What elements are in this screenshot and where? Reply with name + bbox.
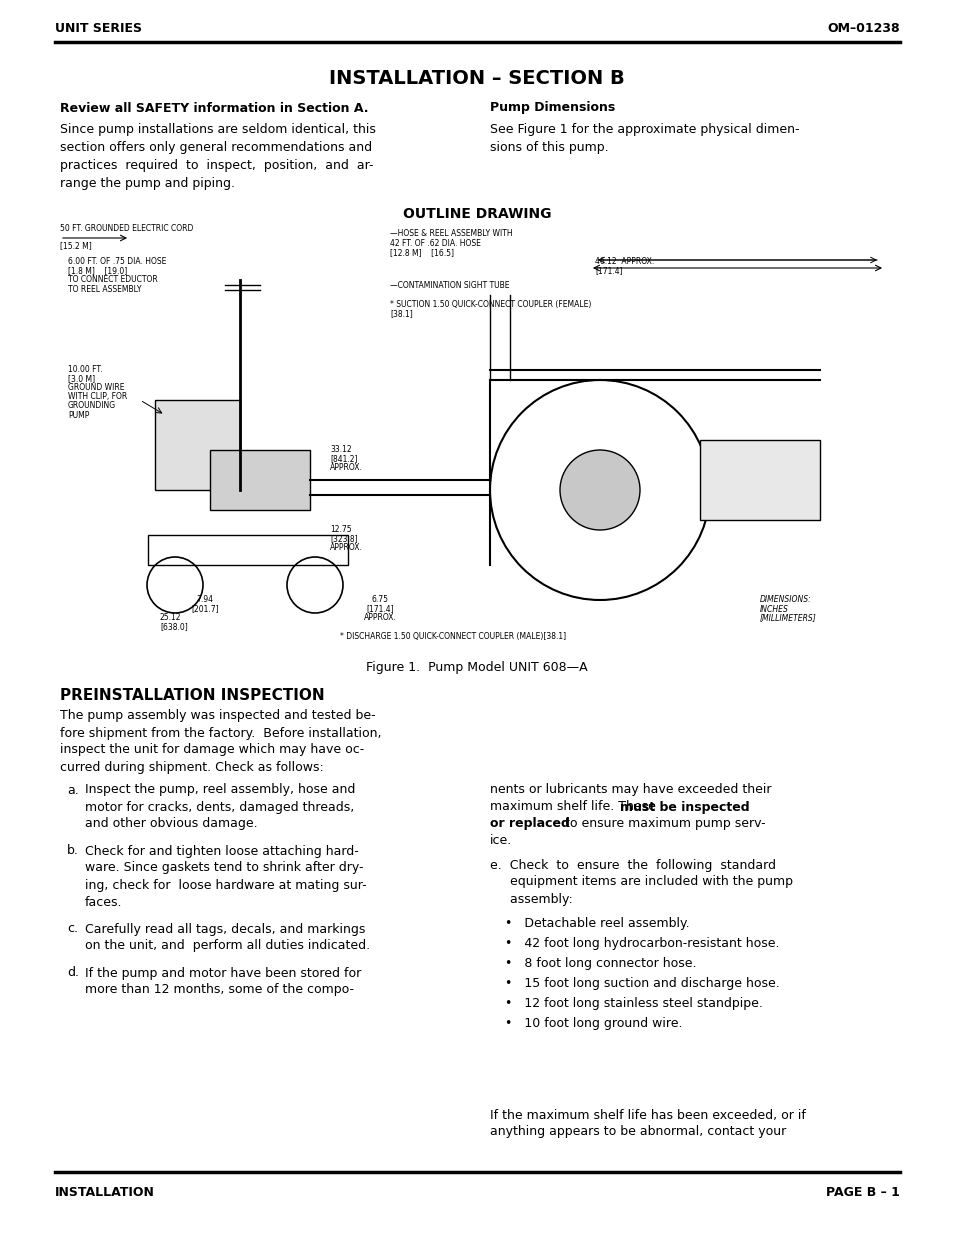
Text: [171.4]: [171.4] — [366, 604, 394, 614]
Text: •   8 foot long connector hose.: • 8 foot long connector hose. — [504, 957, 696, 971]
Text: curred during shipment. Check as follows:: curred during shipment. Check as follows… — [60, 761, 323, 773]
Text: anything appears to be abnormal, contact your: anything appears to be abnormal, contact… — [490, 1125, 785, 1139]
Text: Pump Dimensions: Pump Dimensions — [490, 101, 615, 115]
Text: [3.0 M]: [3.0 M] — [68, 374, 95, 384]
Text: on the unit, and  perform all duties indicated.: on the unit, and perform all duties indi… — [85, 940, 370, 952]
Text: [841.2]: [841.2] — [330, 454, 357, 463]
Text: a.: a. — [67, 783, 79, 797]
Text: APPROX.: APPROX. — [330, 543, 362, 552]
Text: 33.12: 33.12 — [330, 446, 352, 454]
Text: maximum shelf life. These: maximum shelf life. These — [490, 800, 659, 814]
Bar — [55, 228, 899, 659]
Text: TO REEL ASSEMBLY: TO REEL ASSEMBLY — [68, 284, 141, 294]
Text: —HOSE & REEL ASSEMBLY WITH: —HOSE & REEL ASSEMBLY WITH — [390, 228, 512, 237]
Text: d.: d. — [67, 967, 79, 979]
Text: range the pump and piping.: range the pump and piping. — [60, 178, 234, 190]
Text: to ensure maximum pump serv-: to ensure maximum pump serv- — [561, 818, 765, 830]
Text: •   12 foot long stainless steel standpipe.: • 12 foot long stainless steel standpipe… — [504, 998, 762, 1010]
Text: Since pump installations are seldom identical, this: Since pump installations are seldom iden… — [60, 124, 375, 137]
Text: 46.12  APPROX.: 46.12 APPROX. — [595, 257, 654, 266]
Text: assembly:: assembly: — [490, 893, 572, 905]
Text: INSTALLATION – SECTION B: INSTALLATION – SECTION B — [329, 68, 624, 88]
Text: GROUND WIRE: GROUND WIRE — [68, 384, 125, 393]
Text: INCHES: INCHES — [760, 604, 788, 614]
Text: See Figure 1 for the approximate physical dimen-: See Figure 1 for the approximate physica… — [490, 124, 799, 137]
Text: e.  Check  to  ensure  the  following  standard: e. Check to ensure the following standar… — [490, 858, 775, 872]
Text: PREINSTALLATION INSPECTION: PREINSTALLATION INSPECTION — [60, 688, 324, 703]
Text: TO CONNECT EDUCTOR: TO CONNECT EDUCTOR — [68, 275, 157, 284]
Text: c.: c. — [67, 923, 78, 935]
Text: and other obvious damage.: and other obvious damage. — [85, 818, 257, 830]
Text: ice.: ice. — [490, 835, 512, 847]
Text: 10.00 FT.: 10.00 FT. — [68, 366, 102, 374]
Text: •   Detachable reel assembly.: • Detachable reel assembly. — [504, 918, 689, 930]
Text: fore shipment from the factory.  Before installation,: fore shipment from the factory. Before i… — [60, 726, 381, 740]
Text: •   10 foot long ground wire.: • 10 foot long ground wire. — [504, 1018, 681, 1030]
Text: inspect the unit for damage which may have oc-: inspect the unit for damage which may ha… — [60, 743, 364, 757]
Text: If the pump and motor have been stored for: If the pump and motor have been stored f… — [85, 967, 361, 979]
Text: [323.8]: [323.8] — [330, 535, 357, 543]
Text: [38.1]: [38.1] — [390, 310, 413, 319]
Text: sions of this pump.: sions of this pump. — [490, 142, 608, 154]
Text: must be inspected: must be inspected — [619, 800, 749, 814]
Text: •   15 foot long suction and discharge hose.: • 15 foot long suction and discharge hos… — [504, 977, 779, 990]
Text: more than 12 months, some of the compo-: more than 12 months, some of the compo- — [85, 983, 354, 997]
Text: ware. Since gaskets tend to shrink after dry-: ware. Since gaskets tend to shrink after… — [85, 862, 363, 874]
Text: UNIT SERIES: UNIT SERIES — [55, 21, 142, 35]
Text: —CONTAMINATION SIGHT TUBE: —CONTAMINATION SIGHT TUBE — [390, 280, 509, 289]
Text: b.: b. — [67, 845, 79, 857]
Text: * SUCTION 1.50 QUICK-CONNECT COUPLER (FEMALE): * SUCTION 1.50 QUICK-CONNECT COUPLER (FE… — [390, 300, 591, 310]
Text: •   42 foot long hydrocarbon-resistant hose.: • 42 foot long hydrocarbon-resistant hos… — [504, 937, 779, 951]
Text: Inspect the pump, reel assembly, hose and: Inspect the pump, reel assembly, hose an… — [85, 783, 355, 797]
Text: [MILLIMETERS]: [MILLIMETERS] — [760, 614, 816, 622]
Text: [1.8 M]    [19.0]: [1.8 M] [19.0] — [68, 267, 127, 275]
Text: practices  required  to  inspect,  position,  and  ar-: practices required to inspect, position,… — [60, 159, 374, 173]
Text: 25.12: 25.12 — [160, 614, 181, 622]
Text: * DISCHARGE 1.50 QUICK-CONNECT COUPLER (MALE)[38.1]: * DISCHARGE 1.50 QUICK-CONNECT COUPLER (… — [339, 631, 565, 641]
Text: ing, check for  loose hardware at mating sur-: ing, check for loose hardware at mating … — [85, 878, 366, 892]
Text: nents or lubricants may have exceeded their: nents or lubricants may have exceeded th… — [490, 783, 771, 797]
Text: Figure 1.  Pump Model UNIT 608—A: Figure 1. Pump Model UNIT 608—A — [366, 662, 587, 674]
Text: equipment items are included with the pump: equipment items are included with the pu… — [490, 876, 792, 888]
Text: 42 FT. OF .62 DIA. HOSE: 42 FT. OF .62 DIA. HOSE — [390, 238, 480, 247]
Text: 12.75: 12.75 — [330, 526, 352, 535]
Text: [12.8 M]    [16.5]: [12.8 M] [16.5] — [390, 248, 454, 258]
Text: [638.0]: [638.0] — [160, 622, 188, 631]
Bar — [210, 450, 310, 510]
Text: or replaced: or replaced — [490, 818, 569, 830]
Text: The pump assembly was inspected and tested be-: The pump assembly was inspected and test… — [60, 709, 375, 722]
Text: 6.75: 6.75 — [371, 595, 388, 604]
Text: Review all SAFETY information in Section A.: Review all SAFETY information in Section… — [60, 101, 368, 115]
Text: APPROX.: APPROX. — [330, 463, 362, 473]
Text: OM–01238: OM–01238 — [826, 21, 899, 35]
Text: Check for and tighten loose attaching hard-: Check for and tighten loose attaching ha… — [85, 845, 358, 857]
Text: INSTALLATION: INSTALLATION — [55, 1186, 154, 1198]
Bar — [148, 535, 348, 564]
Text: PUMP: PUMP — [68, 410, 90, 420]
Bar — [154, 400, 240, 490]
Text: OUTLINE DRAWING: OUTLINE DRAWING — [402, 207, 551, 221]
Text: DIMENSIONS:: DIMENSIONS: — [760, 595, 811, 604]
Text: GROUNDING: GROUNDING — [68, 401, 116, 410]
Text: APPROX.: APPROX. — [363, 614, 396, 622]
Bar — [700, 440, 820, 520]
Text: [201.7]: [201.7] — [191, 604, 218, 614]
Text: If the maximum shelf life has been exceeded, or if: If the maximum shelf life has been excee… — [490, 1109, 805, 1121]
Text: [171.4]: [171.4] — [595, 267, 622, 275]
Text: PAGE B – 1: PAGE B – 1 — [825, 1186, 899, 1198]
Text: WITH CLIP, FOR: WITH CLIP, FOR — [68, 393, 127, 401]
Text: [15.2 M]: [15.2 M] — [60, 241, 91, 249]
Text: motor for cracks, dents, damaged threads,: motor for cracks, dents, damaged threads… — [85, 800, 354, 814]
Text: faces.: faces. — [85, 895, 122, 909]
Circle shape — [559, 450, 639, 530]
Text: 50 FT. GROUNDED ELECTRIC CORD: 50 FT. GROUNDED ELECTRIC CORD — [60, 224, 193, 233]
Text: 7.94: 7.94 — [196, 595, 213, 604]
Text: Carefully read all tags, decals, and markings: Carefully read all tags, decals, and mar… — [85, 923, 365, 935]
Text: section offers only general recommendations and: section offers only general recommendati… — [60, 142, 372, 154]
Text: 6.00 FT. OF .75 DIA. HOSE: 6.00 FT. OF .75 DIA. HOSE — [68, 258, 166, 267]
